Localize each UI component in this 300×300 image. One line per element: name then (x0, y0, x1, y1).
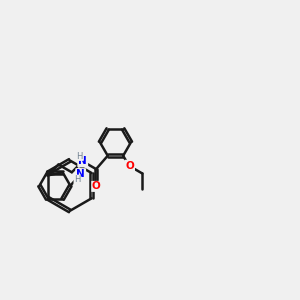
Text: O: O (92, 182, 100, 191)
Text: N: N (78, 156, 87, 167)
Text: N: N (76, 169, 85, 179)
Text: H: H (74, 175, 80, 184)
Text: O: O (125, 161, 134, 171)
Text: H: H (76, 152, 83, 160)
